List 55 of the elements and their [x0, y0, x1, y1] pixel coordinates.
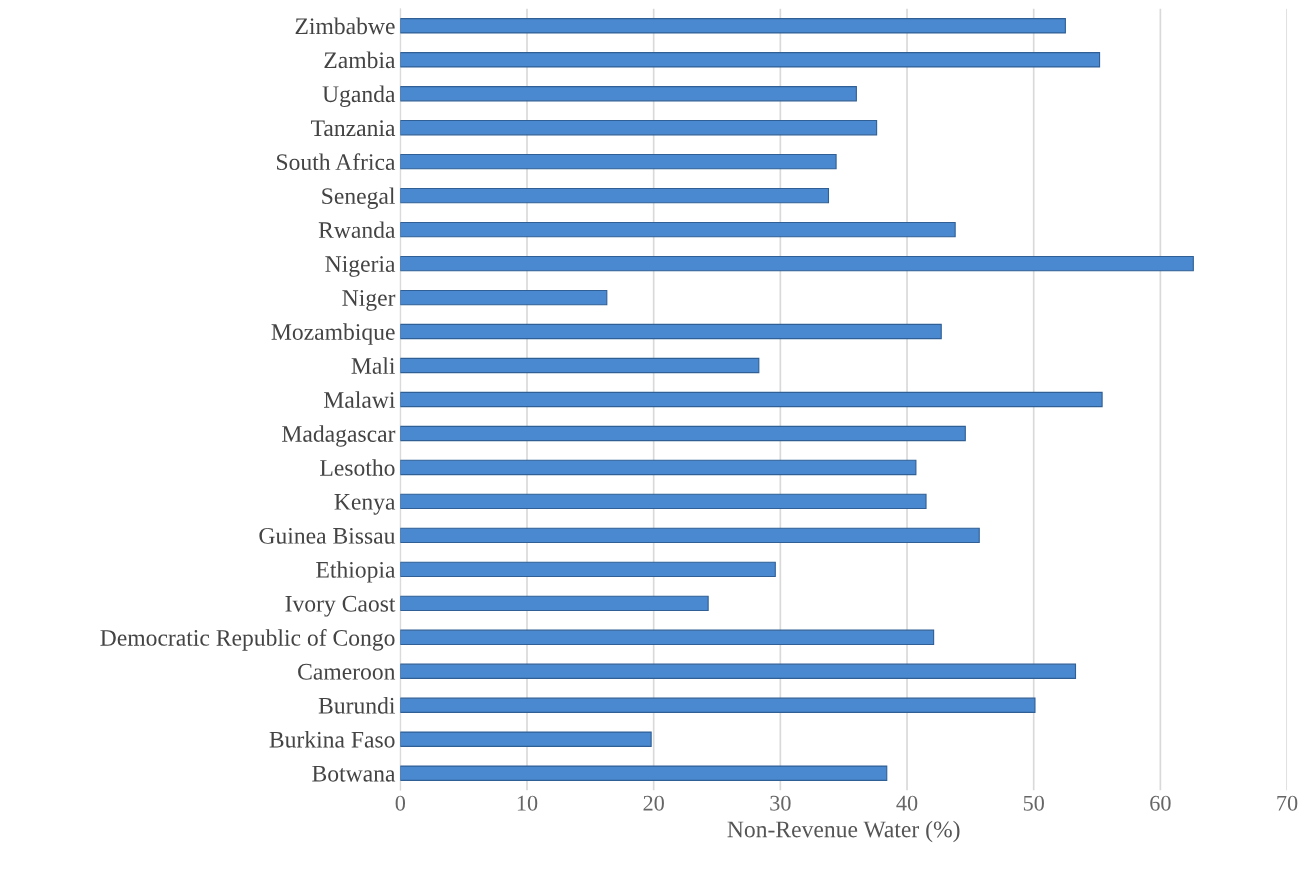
bar: [400, 153, 837, 170]
bar: [400, 255, 1194, 272]
y-tick-label: Senegal: [322, 187, 395, 209]
y-tick-label: Malawi: [324, 391, 396, 408]
bar: [400, 120, 878, 136]
x-tick-label: 10: [517, 795, 538, 811]
bar: [400, 86, 857, 102]
bar: [400, 18, 1066, 34]
bar: [400, 731, 652, 747]
bar: [400, 629, 935, 646]
y-tick-label: Guinea Bissau: [259, 527, 396, 544]
x-tick-label: 60: [1150, 795, 1171, 811]
bar: [400, 595, 709, 612]
y-tick-label: Nigeria: [325, 256, 396, 277]
y-tick-label: Cameroon: [298, 663, 396, 680]
y-tick-label: Democratic Republic of Congo: [100, 629, 395, 651]
y-tick-label: Uganda: [322, 85, 396, 107]
y-tick-label: South Africa: [277, 153, 396, 171]
y-tick-label: Zimbabwe: [295, 17, 395, 35]
y-tick-label: Ethiopia: [316, 561, 396, 583]
y-tick-label: Botwana: [312, 765, 396, 782]
y-tick-label: Burundi: [318, 697, 396, 714]
x-axis-title: Non-Revenue Water (%): [727, 820, 960, 843]
bar: [400, 697, 1036, 713]
x-tick-label: 40: [896, 795, 918, 811]
bar: [400, 289, 608, 306]
bar: [400, 221, 956, 238]
x-tick-label: 20: [643, 795, 664, 811]
y-tick-label: Ivory Caost: [285, 595, 396, 617]
bar: [400, 765, 888, 781]
bar: [400, 323, 942, 340]
bar: [400, 52, 1101, 68]
bar: [400, 357, 760, 374]
y-tick-label: Zambia: [324, 51, 396, 69]
x-tick-label: 30: [770, 795, 791, 811]
bar: [400, 459, 917, 476]
bar: [400, 663, 1077, 679]
x-tick-label: 70: [1277, 795, 1298, 811]
bar: [400, 561, 776, 578]
y-tick-label: Burkina Faso: [269, 731, 395, 748]
y-tick-label: Mozambique: [271, 323, 395, 345]
y-tick-label: Tanzania: [311, 120, 396, 137]
y-tick-label: Kenya: [334, 494, 396, 515]
bar: [400, 493, 927, 510]
y-tick-label: Madagascar: [282, 425, 396, 447]
y-tick-label: Mali: [351, 357, 396, 374]
bar: [400, 425, 966, 442]
bar: [400, 391, 1103, 408]
x-tick-label: 0: [395, 795, 406, 811]
y-tick-label: Rwanda: [318, 221, 396, 239]
y-tick-label: Lesotho: [320, 459, 395, 476]
bar: [400, 527, 980, 544]
x-tick-label: 50: [1023, 795, 1044, 811]
bar: [400, 187, 830, 204]
y-tick-label: Niger: [342, 290, 396, 311]
